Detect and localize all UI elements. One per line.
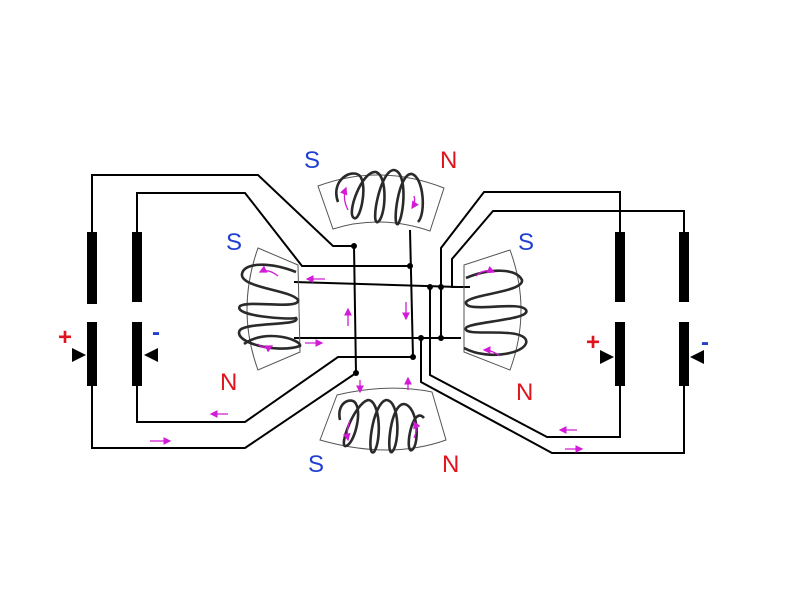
junctions: [351, 243, 444, 376]
pole-label-bottom-right: N: [442, 451, 459, 478]
pole-label-bottom-left: S: [308, 451, 324, 478]
junction-dot: [410, 354, 416, 360]
battery-plate: [132, 232, 142, 302]
left-electromagnet: [237, 247, 302, 371]
pole-labels: S N S N S N S N: [220, 147, 534, 478]
coil-icon: [463, 269, 528, 357]
pole-label-top-right: N: [440, 147, 457, 174]
core-outline: [319, 387, 447, 451]
pole-label-right-top: S: [518, 229, 534, 256]
positive-terminal-icon: [72, 348, 86, 362]
current-arrow-icon: [411, 195, 419, 210]
battery-left: [72, 232, 158, 386]
junction-dot: [427, 284, 433, 290]
junction-dot: [438, 284, 444, 290]
pole-label-top-left: S: [304, 147, 320, 174]
negative-terminal-icon: [690, 350, 704, 364]
left-outer-top-wire: [91, 174, 354, 247]
left-outer-bottom-wire: [91, 372, 357, 449]
current-arrow-icon: [258, 265, 279, 277]
right-inner-bottom-wire: [420, 338, 685, 454]
current-arrow-icon: [413, 420, 421, 439]
battery-plate: [87, 322, 97, 386]
terminal-signs: + - + -: [58, 319, 709, 356]
current-arrow-icon: [482, 346, 501, 357]
junction-dot: [407, 263, 413, 269]
current-arrow-icon: [475, 265, 496, 277]
right-outer-top-wire: [440, 191, 621, 338]
center-vertical-right: [409, 229, 414, 358]
coil-icon: [237, 263, 302, 350]
left-negative-sign: -: [152, 319, 160, 346]
battery-plate: [615, 322, 625, 386]
core-outline: [317, 174, 445, 232]
coil-icon: [335, 168, 425, 226]
pole-label-left-bottom: N: [220, 369, 237, 396]
right-inner-top-wire: [451, 210, 685, 288]
junction-dot: [353, 370, 359, 376]
battery-plate: [87, 232, 97, 304]
current-arrow-icon: [257, 343, 274, 353]
center-vertical-left: [353, 245, 357, 374]
battery-plate: [679, 232, 689, 302]
right-negative-sign: -: [701, 329, 709, 356]
right-positive-sign: +: [586, 329, 600, 356]
battery-plate: [679, 322, 689, 386]
pole-label-left-top: S: [226, 229, 242, 256]
pole-label-right-bottom: N: [516, 379, 533, 406]
junction-dot: [351, 243, 357, 249]
junction-dot: [438, 335, 444, 341]
right-electromagnet: [463, 249, 528, 371]
positive-terminal-icon: [600, 350, 614, 364]
coil-icon: [338, 398, 425, 454]
battery-right: [600, 232, 704, 386]
bottom-electromagnet: [319, 387, 447, 454]
right-outer-bottom-wire: [429, 287, 621, 438]
core-outline: [246, 247, 301, 371]
horizontal-upper-wire: [293, 281, 459, 288]
left-inner-top-wire: [136, 192, 410, 267]
battery-plate: [615, 232, 625, 302]
negative-terminal-icon: [144, 348, 158, 362]
left-positive-sign: +: [58, 324, 72, 351]
current-arrows: [150, 186, 584, 453]
junction-dot: [418, 335, 424, 341]
wiring: [91, 174, 685, 454]
current-arrow-icon: [339, 186, 349, 211]
current-arrow-icon: [342, 419, 351, 442]
top-electromagnet: [317, 168, 445, 232]
left-inner-bottom-wire: [136, 356, 413, 423]
battery-plate: [132, 322, 142, 386]
